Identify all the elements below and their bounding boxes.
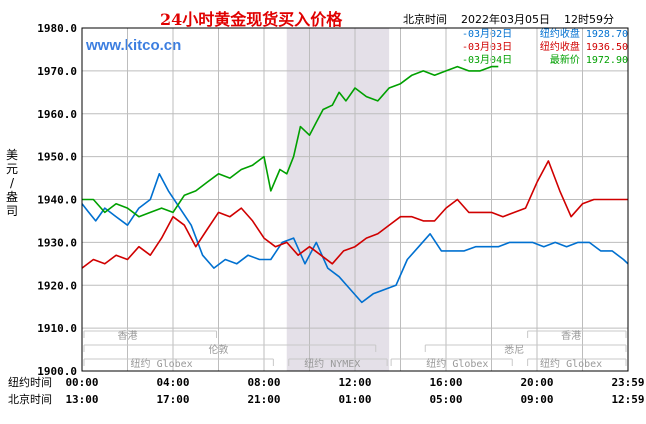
y-tick-label: 1910.0	[37, 322, 77, 335]
y-axis-label-char: 司	[5, 204, 18, 218]
y-tick-label: 1930.0	[37, 236, 77, 249]
legend-date: -03月03日	[462, 42, 513, 53]
x-tick-label: 21:00	[247, 393, 280, 406]
x-tick-label: 16:00	[429, 376, 462, 389]
x-tick-label: 05:00	[429, 393, 462, 406]
legend-date: -03月04日	[462, 55, 513, 66]
timestamp-time: 12时59分	[564, 13, 614, 26]
legend: -03月02日 纽约收盘 1928.70 -03月03日 纽约收盘 1936.50 -0…	[462, 28, 628, 67]
series-line-2	[81, 160, 628, 269]
x-tick-label: 12:00	[338, 376, 371, 389]
x-tick-label: 20:00	[520, 376, 553, 389]
legend-value: 纽约收盘 1928.70	[539, 29, 628, 40]
x-tick-label: 12:59	[611, 393, 644, 406]
y-axis-label-char: 盎	[5, 190, 18, 204]
session-label: 纽约 NYMEX	[304, 357, 360, 370]
x-tick-label: 23:59	[611, 376, 644, 389]
legend-entry: -03月02日 纽约收盘 1928.70	[462, 28, 628, 41]
series-line-1	[81, 173, 629, 304]
x-tick-label: 09:00	[520, 393, 553, 406]
x-tick-label: 17:00	[156, 393, 189, 406]
x-tick-label: 08:00	[247, 376, 280, 389]
x-tick-label: 01:00	[338, 393, 371, 406]
y-axis-label: 美元 / 盎司	[5, 148, 19, 218]
session-label: 纽约 Globex	[426, 357, 488, 370]
beijing-time-label: 北京时间	[403, 13, 447, 26]
session-label: 香港	[118, 330, 138, 342]
session-label: 伦敦	[209, 343, 229, 356]
y-tick-label: 1960.0	[37, 108, 77, 121]
y-tick-label: 1950.0	[37, 151, 77, 164]
series-line-3	[82, 65, 499, 218]
x-tick-label: 04:00	[156, 376, 189, 389]
y-tick-label: 1900.0	[37, 365, 77, 378]
legend-value: 纽约收盘 1936.50	[539, 42, 628, 53]
x-tick-label: 00:00	[65, 376, 98, 389]
plot-frame	[81, 27, 629, 372]
session-label: 悉尼	[504, 344, 524, 356]
y-tick-label: 1920.0	[37, 279, 77, 292]
y-axis-label-char: /	[9, 176, 15, 190]
y-axis-label-char: 元	[5, 162, 18, 176]
session-label: 纽约 Globex	[131, 357, 193, 370]
y-tick-label: 1980.0	[37, 22, 77, 35]
x-row-label: 北京时间	[8, 392, 52, 406]
y-tick-label: 1940.0	[37, 194, 77, 207]
y-tick-label: 1970.0	[37, 65, 77, 78]
session-label: 香港	[561, 330, 581, 342]
chart-title: 24小时黄金现货买入价格	[160, 10, 343, 29]
timestamp-date: 2022年03月05日	[461, 13, 550, 26]
timestamp: 北京时间 2022年03月05日 12时59分	[403, 11, 628, 27]
legend-value: 最新价 1972.90	[549, 55, 628, 66]
legend-entry: -03月03日 纽约收盘 1936.50	[462, 41, 628, 54]
session-label: 纽约 Globex	[540, 357, 602, 370]
x-row-label: 纽约时间	[8, 375, 52, 389]
legend-date: -03月02日	[462, 29, 513, 40]
site-watermark: www.kitco.cn	[86, 37, 182, 54]
x-tick-label: 13:00	[65, 393, 98, 406]
y-axis-label-char: 美	[5, 148, 18, 162]
legend-entry: -03月04日 最新价 1972.90	[462, 54, 628, 67]
